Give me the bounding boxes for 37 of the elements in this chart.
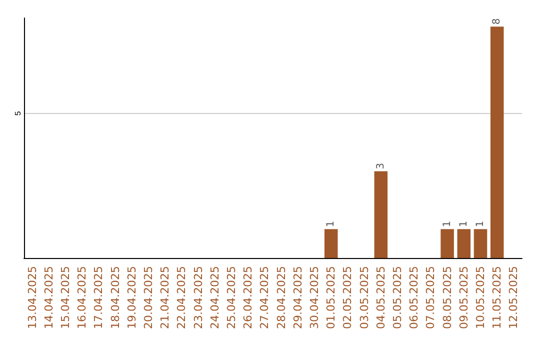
x-tick-label: 12.05.2025 (507, 266, 520, 330)
x-tick-label: 08.05.2025 (440, 266, 454, 330)
x-tick-label: 09.05.2025 (457, 266, 470, 330)
x-tick-label: 07.05.2025 (424, 266, 438, 330)
y-tick-label: 5 (14, 110, 22, 116)
x-tick-label: 11.05.2025 (490, 266, 504, 330)
x-tick-label: 15.04.2025 (59, 266, 72, 330)
x-tick-label: 06.05.2025 (408, 266, 421, 330)
data-label: 1 (458, 220, 470, 228)
x-tick-label: 23.04.2025 (192, 266, 205, 330)
x-tick-label: 28.04.2025 (274, 266, 288, 330)
data-label: 1 (326, 220, 337, 228)
x-tick-label: 17.04.2025 (92, 266, 106, 330)
x-tick-label: 29.04.2025 (291, 266, 304, 330)
x-tick-label: 03.05.2025 (358, 266, 371, 330)
x-tick-label: 05.05.2025 (391, 266, 404, 330)
x-tick-label: 16.04.2025 (76, 266, 89, 330)
x-tick-label: 25.04.2025 (225, 266, 238, 330)
x-tick-label: 22.04.2025 (175, 266, 188, 330)
x-tick-label: 04.05.2025 (374, 266, 388, 330)
x-tick-label: 14.04.2025 (42, 266, 56, 330)
x-tick-label: 01.05.2025 (324, 266, 338, 330)
data-label: 3 (375, 162, 386, 170)
data-label: 1 (442, 220, 453, 228)
x-tick-label: 02.05.2025 (341, 266, 354, 330)
x-tick-label: 19.04.2025 (125, 266, 138, 330)
data-label: 1 (475, 220, 486, 228)
x-tick-label: 20.04.2025 (142, 266, 155, 330)
x-tick-label: 30.04.2025 (308, 266, 321, 330)
data-label: 8 (492, 18, 503, 25)
x-tick-label: 21.04.2025 (158, 266, 172, 330)
x-tick-label: 26.04.2025 (242, 266, 255, 330)
x-tick-label: 13.04.2025 (26, 266, 39, 330)
x-tick-label: 24.04.2025 (208, 266, 222, 330)
x-tick-label: 10.05.2025 (474, 266, 487, 330)
x-tick-label: 18.04.2025 (108, 266, 122, 330)
x-tick-label: 27.04.2025 (258, 266, 272, 330)
